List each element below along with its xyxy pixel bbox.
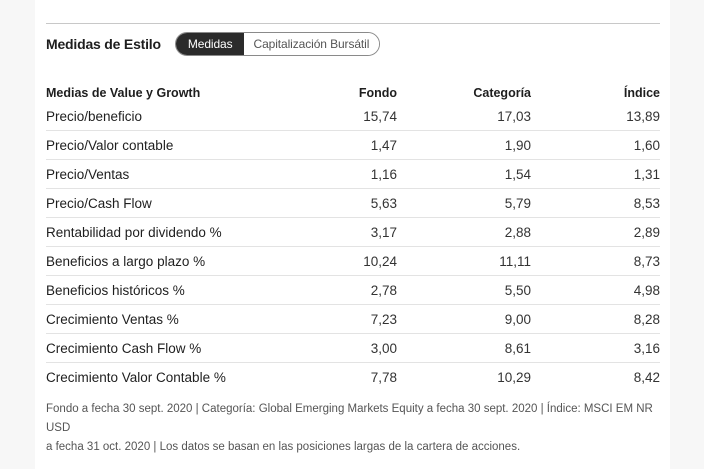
table-row: Precio/Ventas 1,16 1,54 1,31 (46, 159, 660, 189)
row-label: Crecimiento Ventas % (46, 304, 276, 334)
column-header-fondo: Fondo (358, 86, 397, 100)
row-label: Precio/Ventas (46, 159, 276, 189)
fondo-value: 3,17 (276, 217, 397, 247)
fondo-value: 2,78 (276, 275, 397, 305)
column-header-indice: Índice (623, 86, 660, 100)
categoria-value: 2,88 (397, 217, 531, 247)
row-label: Precio/Valor contable (46, 130, 276, 160)
table-row: Precio/Valor contable 1,47 1,90 1,60 (46, 130, 660, 160)
categoria-value: 9,00 (397, 304, 531, 334)
fondo-value: 15,74 (276, 102, 397, 131)
metrics-table: Medias de Value y Growth Fondo Categoría… (46, 78, 660, 391)
indice-value: 2,89 (531, 217, 660, 247)
table-row: Precio/beneficio 15,74 17,03 13,89 (46, 102, 660, 131)
row-label: Rentabilidad por dividendo % (46, 217, 276, 247)
section-title: Medidas de Estilo (46, 36, 161, 52)
toggle-market-cap[interactable]: Capitalización Bursátil (243, 33, 380, 55)
table-header-row: Medias de Value y Growth Fondo Categoría… (46, 78, 660, 102)
table-row: Rentabilidad por dividendo % 3,17 2,88 2… (46, 217, 660, 247)
categoria-value: 17,03 (397, 102, 531, 131)
fondo-value: 3,00 (276, 333, 397, 363)
table-row: Beneficios a largo plazo % 10,24 11,11 8… (46, 246, 660, 276)
column-header-metric: Medias de Value y Growth (46, 86, 201, 100)
footnote-line-2: a fecha 31 oct. 2020 | Los datos se basa… (46, 441, 521, 453)
fondo-value: 10,24 (276, 246, 397, 276)
left-gutter (0, 0, 35, 469)
view-toggle: Medidas Capitalización Bursátil (174, 32, 381, 56)
fondo-value: 1,16 (276, 159, 397, 189)
table-row: Beneficios históricos % 2,78 5,50 4,98 (46, 275, 660, 305)
column-header-categoria: Categoría (473, 86, 531, 100)
categoria-value: 1,90 (397, 130, 531, 160)
table-row: Crecimiento Valor Contable % 7,78 10,29 … (46, 363, 660, 392)
footnote: Fondo a fecha 30 sept. 2020 | Categoría:… (46, 400, 666, 457)
row-label: Crecimiento Cash Flow % (46, 333, 276, 363)
categoria-value: 11,11 (397, 246, 531, 276)
row-label: Precio/beneficio (46, 102, 276, 131)
indice-value: 1,60 (531, 130, 660, 160)
toggle-measures[interactable]: Medidas (175, 33, 244, 55)
style-measures-panel: Medidas de Estilo Medidas Capitalización… (35, 0, 670, 469)
indice-value: 3,16 (531, 333, 660, 363)
footnote-line-1: Fondo a fecha 30 sept. 2020 | Categoría:… (46, 403, 653, 434)
indice-value: 8,28 (531, 304, 660, 334)
indice-value: 1,31 (531, 159, 660, 189)
indice-value: 8,53 (531, 188, 660, 218)
right-gutter (670, 0, 704, 469)
row-label: Beneficios a largo plazo % (46, 246, 276, 276)
table-row: Precio/Cash Flow 5,63 5,79 8,53 (46, 188, 660, 218)
row-label: Beneficios históricos % (46, 275, 276, 305)
indice-value: 8,42 (633, 369, 660, 385)
categoria-value: 10,29 (497, 369, 531, 385)
fondo-value: 7,78 (370, 369, 397, 385)
fondo-value: 5,63 (276, 188, 397, 218)
indice-value: 8,73 (531, 246, 660, 276)
row-label: Crecimiento Valor Contable % (46, 369, 226, 385)
categoria-value: 5,50 (397, 275, 531, 305)
categoria-value: 5,79 (397, 188, 531, 218)
categoria-value: 8,61 (397, 333, 531, 363)
indice-value: 13,89 (531, 102, 660, 131)
section-divider (46, 23, 660, 24)
indice-value: 4,98 (531, 275, 660, 305)
section-header: Medidas de Estilo Medidas Capitalización… (46, 32, 381, 56)
row-label: Precio/Cash Flow (46, 188, 276, 218)
fondo-value: 1,47 (276, 130, 397, 160)
table-row: Crecimiento Ventas % 7,23 9,00 8,28 (46, 304, 660, 334)
fondo-value: 7,23 (276, 304, 397, 334)
table-row: Crecimiento Cash Flow % 3,00 8,61 3,16 (46, 333, 660, 363)
categoria-value: 1,54 (397, 159, 531, 189)
